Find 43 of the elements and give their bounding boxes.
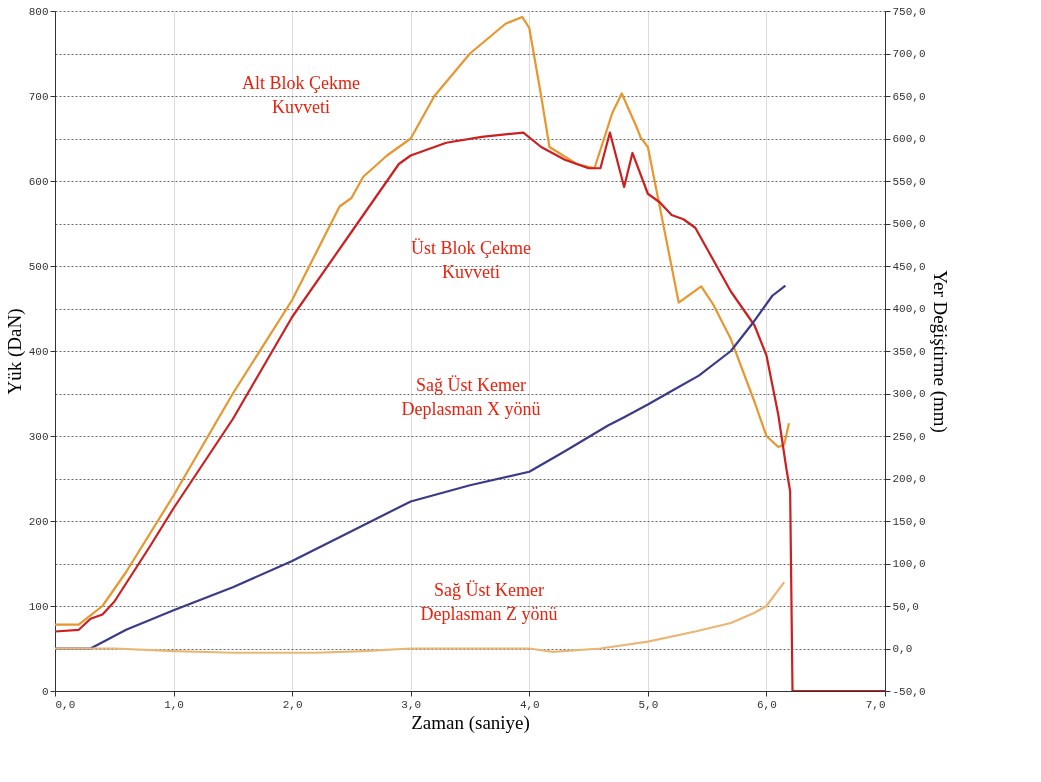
y2-tick-label: 650,0	[892, 90, 926, 103]
x-tick-label: 5,0	[638, 698, 659, 711]
y2-tick-label: 400,0	[892, 303, 926, 315]
x-tick-label: 1,0	[164, 698, 184, 711]
y2-tick-label: 350,0	[892, 345, 926, 358]
x-tick-label: 7,0	[865, 698, 886, 711]
y-tick-label: 600	[28, 175, 49, 188]
y2-tick-label: -50,0	[892, 685, 926, 698]
y2-axis-title: Yer Değiştirme (mm)	[928, 270, 951, 433]
y-tick-label: 700	[28, 90, 49, 103]
line-series	[55, 581, 786, 654]
y2-tick-label: 50,0	[892, 600, 919, 613]
y2-tick-label: 600,0	[892, 133, 926, 145]
series-label: Sağ Üst Kemer Deplasman Z yönü	[420, 580, 558, 624]
x-tick-label: 6,0	[757, 698, 777, 711]
text: Üst Blok Çekme Kuvveti	[411, 238, 532, 282]
y2-tick-label: 750,0	[892, 5, 926, 18]
y-tick-label: 500	[28, 260, 49, 273]
y2-tick-label: 700,0	[892, 48, 926, 60]
x-tick-label: 4,0	[519, 698, 540, 711]
y-tick-label: 400	[28, 345, 49, 358]
x-tick-label: 2,0	[282, 698, 303, 711]
text: Alt Blok Çekme Kuvveti	[242, 73, 360, 117]
y2-tick-label: 550,0	[892, 175, 926, 188]
y-tick-label: 300	[28, 430, 49, 443]
y2-tick-label: 150,0	[892, 515, 926, 528]
text: Sağ Üst Kemer Deplasman X yönü	[401, 375, 541, 419]
y2-tick-label: 0,0	[892, 643, 913, 655]
y-axis-title: Yük (DaN)	[3, 308, 26, 395]
line-series	[55, 15, 791, 626]
x-axis-title: Zaman (saniye)	[411, 711, 530, 734]
y2-tick-label: 100,0	[892, 558, 926, 570]
y-tick-label: 800	[28, 5, 49, 18]
y2-tick-label: 500,0	[892, 218, 926, 230]
y2-tick-label: 300,0	[892, 388, 926, 400]
y2-tick-label: 250,0	[892, 430, 926, 443]
y2-tick-label: 450,0	[892, 260, 926, 273]
y-tick-label: 0	[41, 685, 49, 698]
y-tick-label: 200	[28, 515, 49, 528]
y-tick-label: 100	[28, 600, 49, 613]
y2-tick-label: 200,0	[892, 473, 926, 485]
x-tick-label: 0,0	[55, 698, 76, 711]
x-tick-label: 3,0	[401, 698, 422, 711]
